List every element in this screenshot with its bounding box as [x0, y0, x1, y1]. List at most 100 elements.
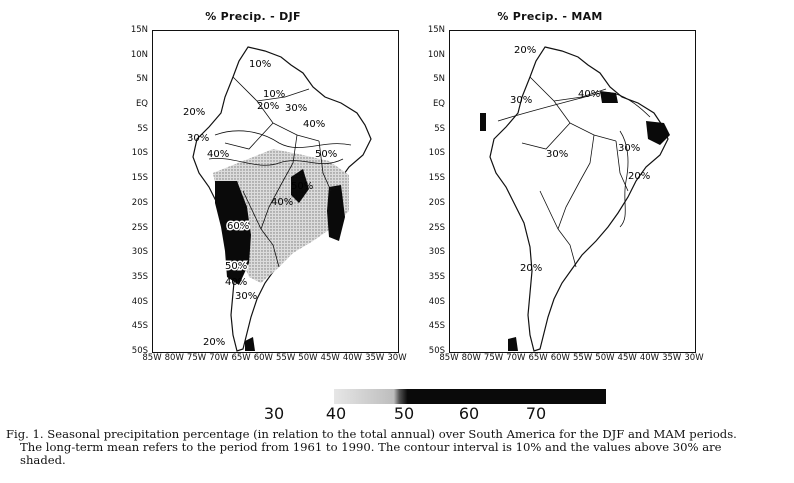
longitude-tick-label: 45W	[617, 353, 637, 363]
longitude-tick-label: 70W	[506, 353, 526, 363]
shading-above-50	[646, 121, 670, 145]
longitude-tick-label: 75W	[483, 353, 504, 363]
longitude-tick-label: 30W	[387, 353, 407, 363]
latitude-tick-label: 20S	[131, 197, 148, 208]
colorbar-tick: 30	[263, 404, 285, 423]
map-panel-mam: % Precip. - MAM 20% 30% 40% 30% 30% 20% …	[405, 10, 704, 370]
contour-label: 10%	[249, 59, 271, 70]
shading-core-2	[291, 169, 309, 203]
latitude-tick-label: 10S	[131, 148, 148, 159]
shading-core-2	[480, 113, 486, 131]
map-frame: 20% 30% 40% 30% 30% 20% 20%	[449, 30, 696, 353]
colorbar-tick: 60	[458, 404, 480, 423]
contour-label: 40%	[225, 277, 247, 288]
latitude-tick-label: 35S	[428, 271, 445, 282]
longitude-tick-label: 35W	[365, 353, 385, 363]
latitude-tick-label: 40S	[131, 296, 148, 307]
contour-label: 30%	[285, 103, 307, 114]
latitude-tick-label: 25S	[428, 222, 445, 233]
contour-label: 20%	[514, 45, 536, 56]
longitude-tick-label: 60W	[550, 353, 570, 363]
map-frame: 10% 10% 20% 30% 20% 30% 40% 40% 50% 50% …	[152, 30, 399, 353]
contour-label: 50%	[315, 149, 337, 160]
latitude-tick-label: 30S	[131, 247, 148, 258]
longitude-tick-label: 40W	[639, 353, 660, 363]
longitude-tick-label: 30W	[684, 353, 704, 363]
caption-line: Fig. 1. Seasonal precipitation percentag…	[6, 427, 737, 441]
contour-label: 50%	[225, 261, 247, 272]
longitude-tick-label: 65W	[231, 353, 251, 363]
longitude-tick-label: 50W	[595, 353, 615, 363]
longitude-tick-label: 85W	[142, 353, 162, 363]
longitude-tick-label: 75W	[186, 353, 207, 363]
continent-outline	[489, 46, 669, 352]
latitude-tick-label: 20S	[428, 197, 445, 208]
shading-above-50	[215, 181, 251, 285]
shading-core-1	[600, 91, 618, 103]
latitude-tick-label: 25S	[131, 222, 148, 233]
latitude-tick-label: 10N	[130, 49, 148, 60]
contour-label: 40%	[207, 149, 229, 160]
latitude-tick-label: EQ	[135, 99, 148, 110]
latitude-tick-label: 5N	[433, 74, 445, 85]
colorbar-tick: 50	[393, 404, 415, 423]
contour-label: 30%	[618, 143, 640, 154]
longitude-tick-label: 80W	[164, 353, 184, 363]
contour-label: 40%	[578, 89, 600, 100]
contour-label: 30%	[546, 149, 568, 160]
contour-label: 60%	[227, 221, 249, 232]
contour-lines	[497, 92, 651, 228]
latitude-tick-label: 15N	[427, 25, 445, 35]
latitude-tick-label: 40S	[428, 296, 445, 307]
contour-label: 20%	[520, 263, 542, 274]
figure-caption: Fig. 1. Seasonal precipitation percentag…	[6, 428, 790, 467]
longitude-tick-label: 60W	[253, 353, 273, 363]
latitude-tick-label: 5N	[136, 74, 148, 85]
contour-label: 30%	[510, 95, 532, 106]
latitude-tick-label: EQ	[432, 99, 445, 110]
country-borders	[521, 76, 629, 268]
latitude-tick-label: 5S	[434, 123, 445, 134]
latitude-tick-label: 50S	[131, 346, 148, 356]
colorbar-tick: 40	[325, 404, 347, 423]
panel-title: % Precip. - DJF	[205, 10, 301, 23]
colorbar-tick: 70	[525, 404, 547, 423]
latitude-tick-label: 10N	[427, 49, 445, 60]
contour-label: 40%	[303, 119, 325, 130]
contour-label: 20%	[257, 101, 279, 112]
latitude-tick-label: 10S	[428, 148, 445, 159]
mam-map: 20% 30% 40% 30% 30% 20% 20%	[480, 45, 670, 352]
contour-label: 30%	[235, 291, 257, 302]
colorbar-fill	[334, 389, 606, 404]
map-panel-djf: % Precip. - DJF 10% 10%	[108, 10, 407, 370]
latitude-tick-label: 5S	[137, 123, 148, 134]
longitude-tick-label: 35W	[662, 353, 682, 363]
longitude-tick-label: 55W	[573, 353, 593, 363]
contour-label: 20%	[203, 337, 225, 348]
latitude-tick-label: 15N	[130, 25, 148, 35]
latitude-tick-label: 15S	[131, 173, 148, 184]
longitude-tick-label: 65W	[528, 353, 548, 363]
shading-core-1	[327, 185, 345, 241]
contour-label: 20%	[628, 171, 650, 182]
contour-label: 50%	[291, 181, 313, 192]
longitude-tick-label: 40W	[342, 353, 363, 363]
panel-title: % Precip. - MAM	[497, 10, 603, 23]
caption-line: The long-term mean refers to the period …	[20, 440, 722, 454]
longitude-tick-label: 80W	[461, 353, 481, 363]
latitude-tick-label: 45S	[131, 321, 148, 332]
longitude-tick-label: 55W	[276, 353, 296, 363]
country-borders	[224, 76, 332, 268]
contour-label: 30%	[187, 133, 209, 144]
longitude-tick-label: 50W	[298, 353, 318, 363]
latitude-tick-label: 35S	[131, 271, 148, 282]
contour-label: 10%	[263, 89, 285, 100]
contour-label: 20%	[183, 107, 205, 118]
latitude-tick-label: 45S	[428, 321, 445, 332]
caption-line: shaded.	[20, 453, 66, 467]
contour-label: 40%	[271, 197, 293, 208]
contour-lines	[208, 130, 352, 166]
shading-core-3	[245, 337, 255, 351]
colorbar	[334, 389, 606, 404]
shading-core-3	[508, 337, 518, 351]
